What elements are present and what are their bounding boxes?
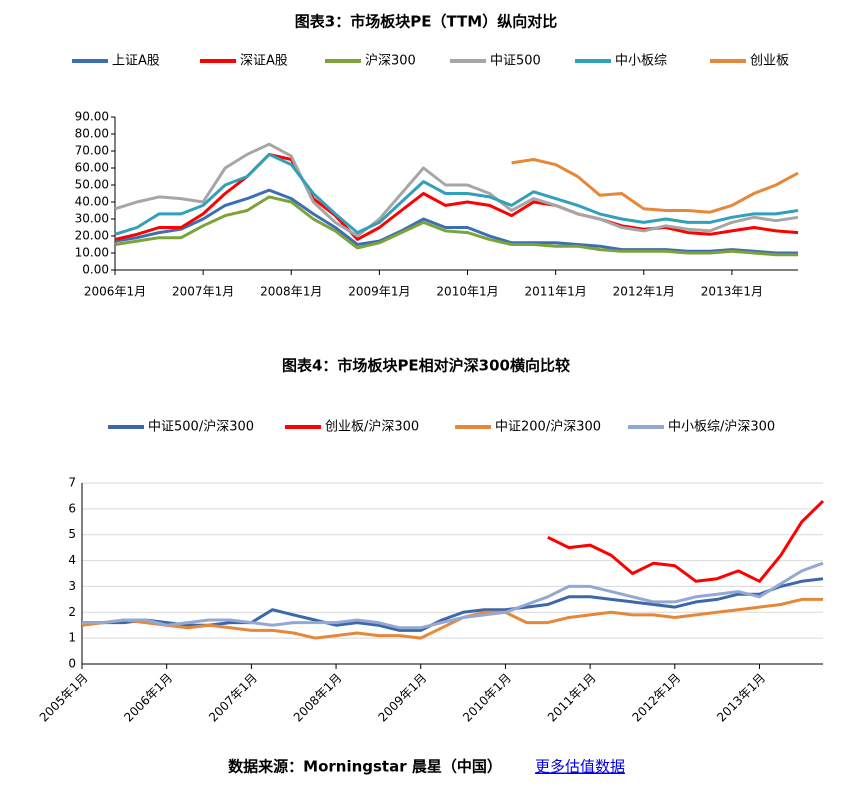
legend-label: 中证500/沪深300: [148, 419, 254, 435]
x-tick-label: 2006年1月: [121, 671, 175, 725]
series-line: [114, 188, 798, 255]
x-tick-label: 2013年1月: [701, 285, 763, 299]
y-tick-label: 70.00: [75, 144, 109, 158]
legend-label: 深证A股: [240, 54, 288, 69]
legend-label: 中小板综/沪深300: [668, 419, 775, 435]
x-tick-label: 2009年1月: [375, 671, 429, 725]
y-tick-label: 7: [68, 476, 76, 490]
legend-label: 上证A股: [112, 54, 160, 69]
y-tick-label: 90.00: [75, 110, 109, 124]
series-line: [511, 158, 799, 214]
series-line: [82, 561, 824, 630]
y-tick-label: 6: [68, 501, 76, 515]
y-tick-label: 5: [68, 527, 76, 541]
y-tick-label: 0: [68, 657, 76, 671]
more-data-link[interactable]: 更多估值数据: [535, 758, 625, 776]
x-tick-label: 2011年1月: [525, 285, 587, 299]
y-tick-label: 50.00: [75, 178, 109, 192]
x-tick-label: 2011年1月: [545, 671, 599, 725]
chart-title: 图表3：市场板块PE（TTM）纵向对比: [295, 13, 557, 31]
legend-label: 创业板/沪深300: [325, 419, 419, 435]
y-tick-label: 20.00: [75, 229, 109, 243]
x-tick-label: 2007年1月: [172, 285, 234, 299]
y-tick-label: 30.00: [75, 212, 109, 226]
x-tick-label: 2012年1月: [613, 285, 675, 299]
y-tick-label: 80.00: [75, 127, 109, 141]
source-note: 数据来源：Morningstar 晨星（中国）: [228, 758, 502, 776]
y-tick-label: 3: [68, 579, 76, 593]
legend-label: 中证200/沪深300: [495, 419, 601, 435]
series-line: [114, 195, 798, 257]
series-line: [547, 500, 825, 583]
y-tick-label: 2: [68, 605, 76, 619]
chart-title: 图表4：市场板块PE相对沪深300横向比较: [282, 357, 570, 375]
x-tick-label: 2007年1月: [206, 671, 260, 725]
x-tick-label: 2005年1月: [37, 671, 91, 725]
y-tick-label: 10.00: [75, 246, 109, 260]
x-tick-label: 2006年1月: [84, 285, 146, 299]
legend-label: 沪深300: [365, 53, 416, 69]
x-tick-label: 2008年1月: [291, 671, 345, 725]
y-tick-label: 60.00: [75, 161, 109, 175]
x-tick-label: 2013年1月: [714, 671, 768, 725]
x-tick-label: 2009年1月: [348, 285, 410, 299]
x-tick-label: 2010年1月: [460, 671, 514, 725]
series-line: [114, 152, 799, 241]
series-line: [114, 142, 799, 238]
y-tick-label: 4: [68, 553, 76, 567]
legend-label: 中小板综: [615, 54, 667, 69]
legend-label: 中证500: [490, 54, 541, 69]
x-tick-label: 2012年1月: [630, 671, 684, 725]
series-line: [81, 597, 823, 640]
x-tick-label: 2010年1月: [436, 285, 498, 299]
series-line: [114, 152, 799, 236]
y-tick-label: 1: [68, 631, 76, 645]
y-tick-label: 0.00: [82, 263, 109, 277]
x-tick-label: 2008年1月: [260, 285, 322, 299]
legend-label: 创业板: [750, 54, 789, 69]
y-tick-label: 40.00: [75, 195, 109, 209]
